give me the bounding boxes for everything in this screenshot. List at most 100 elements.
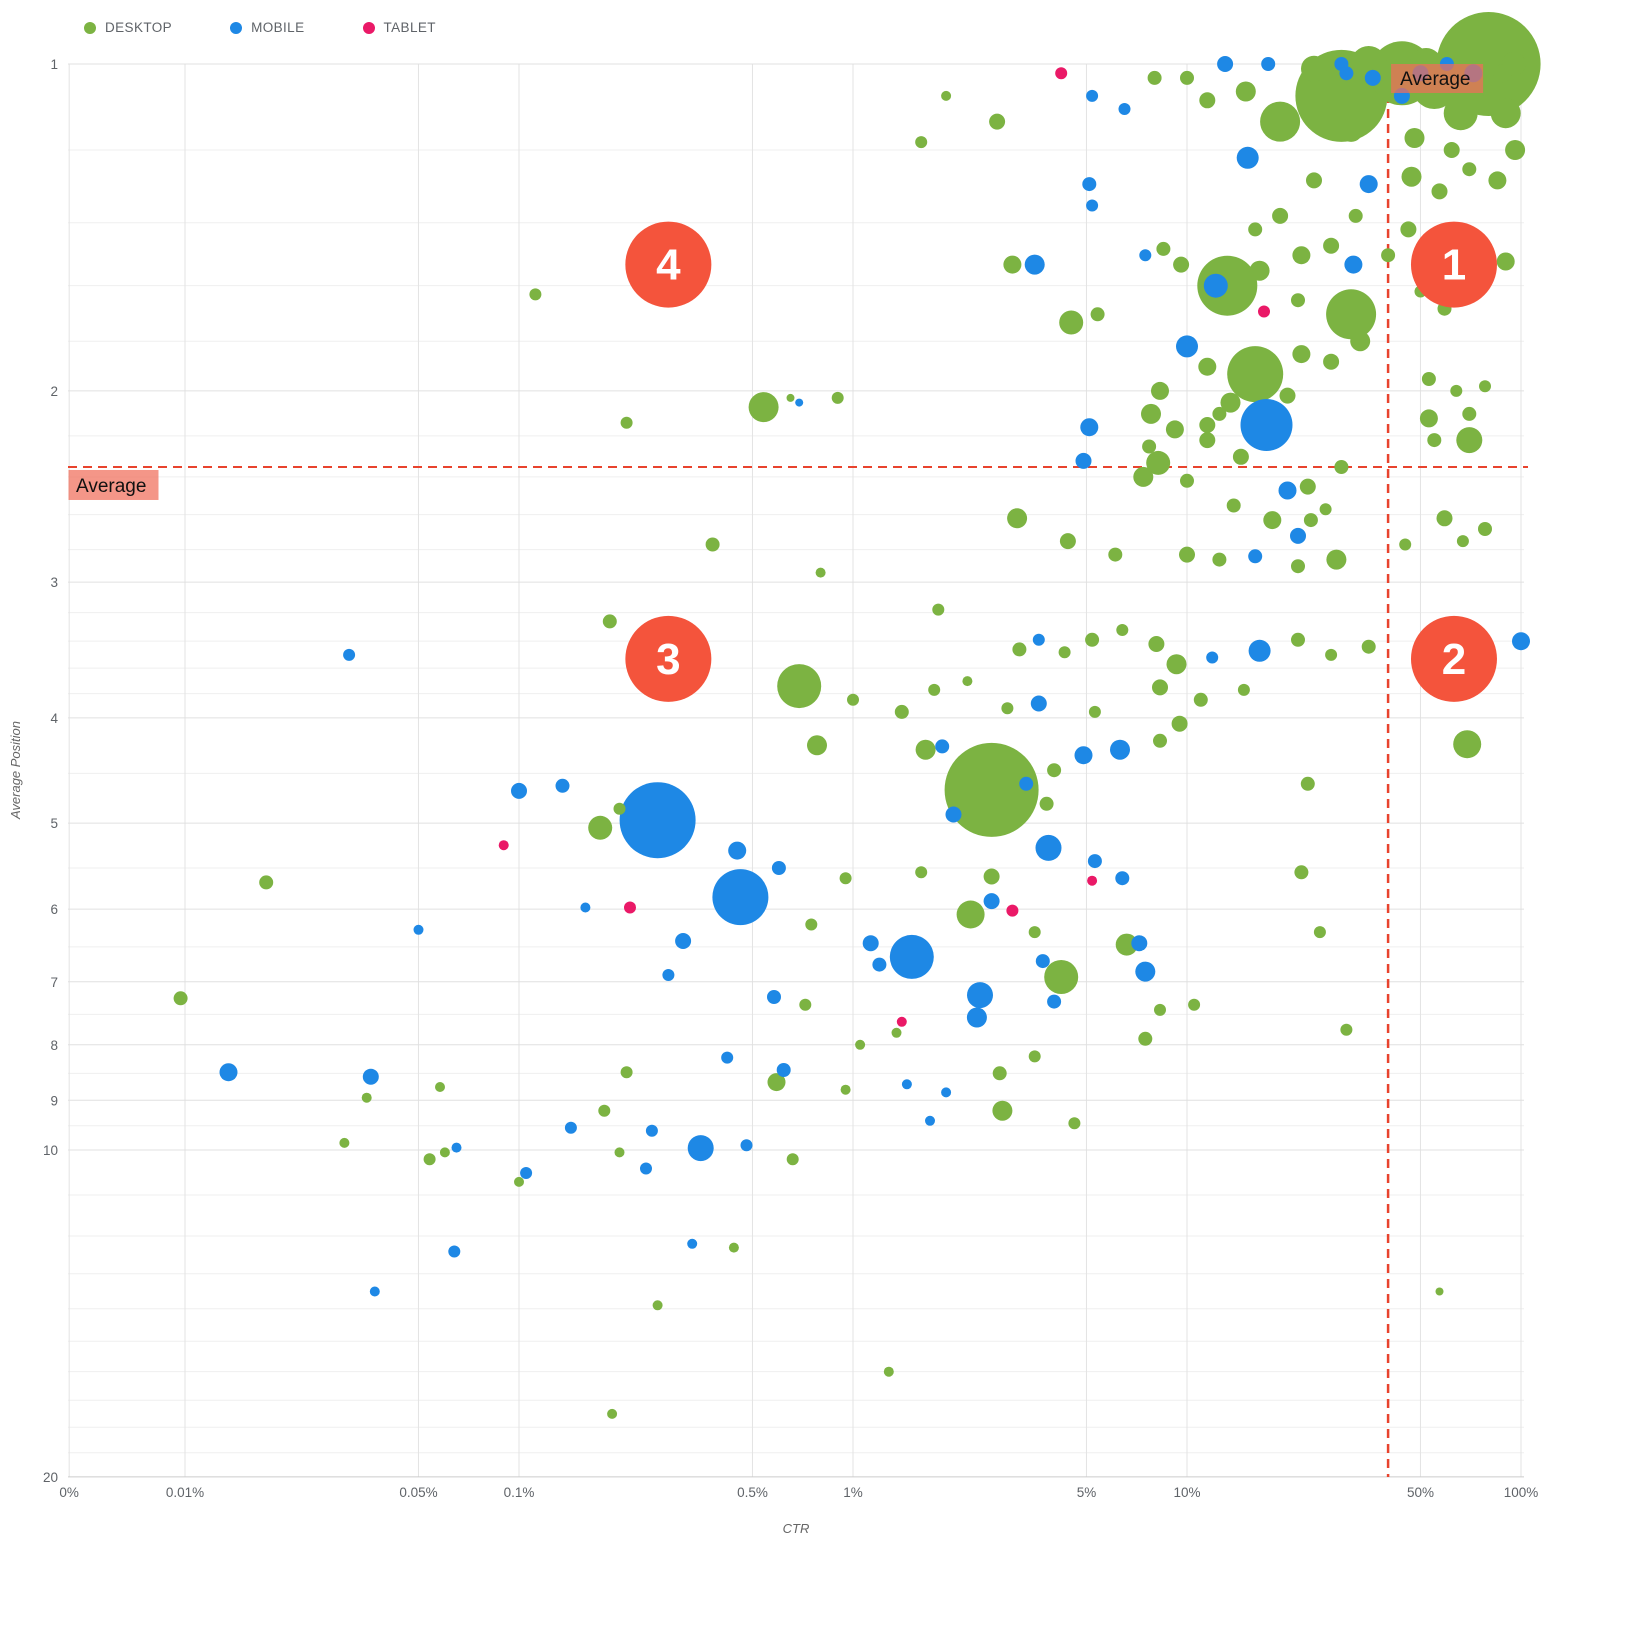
bubble-d[interactable] [1436,510,1453,527]
bubble-m[interactable] [1278,481,1297,500]
bubble-d[interactable] [1108,547,1123,562]
bubble-d[interactable] [1248,222,1263,237]
bubble-m[interactable] [343,648,356,661]
bubble-m[interactable] [451,1142,462,1153]
bubble-m[interactable] [795,398,804,407]
bubble-d[interactable] [1039,796,1054,811]
bubble-m[interactable] [1087,854,1102,869]
bubble-m[interactable] [687,1238,698,1249]
bubble-d[interactable] [1419,409,1438,428]
bubble-d[interactable] [1505,140,1526,160]
bubble-d[interactable] [607,1408,618,1419]
bubble-d[interactable] [1085,632,1100,647]
bubble-m[interactable] [1364,69,1381,86]
bubble-m[interactable] [413,924,424,935]
bubble-d[interactable] [1154,1003,1166,1016]
bubble-d[interactable] [1490,98,1521,129]
bubble-m[interactable] [580,902,591,913]
bubble-m[interactable] [945,806,962,823]
bubble-m[interactable] [1047,994,1062,1009]
bubble-d[interactable] [1003,255,1022,274]
bubble-d[interactable] [891,1027,902,1038]
bubble-d[interactable] [1235,81,1256,102]
bubble-d[interactable] [815,567,826,578]
bubble-m[interactable] [1176,335,1198,358]
bubble-d[interactable] [529,288,542,301]
bubble-d[interactable] [1294,865,1309,880]
bubble-d[interactable] [1116,624,1129,636]
bubble-d[interactable] [1090,307,1105,322]
bubble-d[interactable] [620,416,633,429]
bubble-d[interactable] [992,1100,1013,1121]
bubble-m[interactable] [687,1135,714,1162]
bubble-d[interactable] [1443,96,1478,131]
bubble-d[interactable] [1493,64,1512,83]
bubble-m[interactable] [935,739,950,754]
bubble-d[interactable] [1435,1287,1444,1296]
bubble-m[interactable] [1110,739,1130,760]
bubble-d[interactable] [1319,503,1332,516]
bubble-d[interactable] [1462,406,1477,421]
bubble-m[interactable] [1024,254,1045,275]
bubble-m[interactable] [776,1063,791,1077]
bubble-d[interactable] [883,1366,894,1377]
bubble-d[interactable] [439,1147,450,1158]
bubble-d[interactable] [1180,473,1194,488]
bubble-d[interactable] [1173,256,1190,273]
bubble-m[interactable] [1086,89,1099,102]
bubble-d[interactable] [1303,513,1318,528]
bubble-d[interactable] [1232,448,1249,465]
bubble-d[interactable] [1059,310,1084,335]
bubble-d[interactable] [928,683,941,696]
bubble-m[interactable] [1118,103,1131,115]
bubble-d[interactable] [1198,357,1217,376]
bubble-m[interactable] [675,933,692,949]
bubble-d[interactable] [1058,646,1071,659]
bubble-d[interactable] [652,1300,663,1311]
bubble-d[interactable] [831,391,844,404]
bubble-m[interactable] [740,1139,753,1152]
bubble-d[interactable] [1199,432,1216,449]
bubble-d[interactable] [1292,345,1311,364]
bubble-d[interactable] [1179,546,1195,563]
bubble-d[interactable] [1326,289,1377,340]
bubble-d[interactable] [1199,417,1216,433]
bubble-t[interactable] [896,1016,907,1027]
bubble-d[interactable] [799,998,812,1011]
legend-item-mobile[interactable]: MOBILE [230,20,304,35]
bubble-m[interactable] [1359,175,1378,194]
bubble-d[interactable] [1171,715,1188,732]
bubble-t[interactable] [1258,305,1270,318]
bubble-d[interactable] [805,918,818,931]
bubble-d[interactable] [915,866,928,879]
bubble-d[interactable] [1237,683,1250,696]
bubble-d[interactable] [1272,207,1289,224]
bubble-m[interactable] [721,1051,734,1064]
bubble-d[interactable] [1292,246,1311,265]
bubble-d[interactable] [932,603,945,616]
bubble-d[interactable] [1291,293,1305,308]
bubble-m[interactable] [1035,834,1062,861]
bubble-d[interactable] [614,1147,625,1158]
bubble-d[interactable] [1478,522,1492,536]
bubble-m[interactable] [862,935,879,952]
bubble-m[interactable] [1248,549,1263,564]
bubble-m[interactable] [983,893,1000,910]
bubble-d[interactable] [1165,420,1184,439]
bubble-m[interactable] [1080,418,1099,437]
bubble-d[interactable] [1028,926,1041,939]
bubble-m[interactable] [1082,177,1097,192]
bubble-d[interactable] [1401,166,1422,187]
bubble-d[interactable] [613,802,626,815]
bubble-d[interactable] [807,735,827,756]
bubble-m[interactable] [1203,273,1228,298]
bubble-d[interactable] [1188,998,1201,1011]
bubble-d[interactable] [1212,406,1227,421]
bubble-d[interactable] [1227,346,1284,403]
bubble-d[interactable] [620,1066,633,1079]
bubble-d[interactable] [1152,679,1168,696]
bubble-d[interactable] [1340,1023,1353,1036]
bubble-d[interactable] [1028,1050,1041,1063]
bubble-m[interactable] [1086,199,1099,212]
bubble-d[interactable] [1400,221,1417,238]
